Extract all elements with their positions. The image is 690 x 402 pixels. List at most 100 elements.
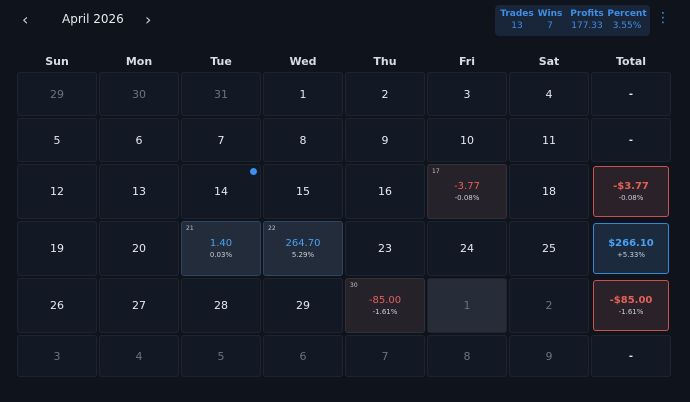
day-cell[interactable]: 5: [181, 335, 261, 377]
day-number: 3: [53, 349, 61, 363]
day-number: 28: [214, 299, 228, 312]
day-number: 31: [214, 87, 228, 101]
day-number: 24: [460, 242, 474, 255]
day-number: 23: [378, 242, 392, 255]
weekday-header: Sat: [538, 55, 560, 68]
day-number: 7: [217, 133, 225, 147]
day-number: 9: [545, 349, 553, 363]
day-number: 25: [542, 242, 556, 255]
day-percent: 5.29%: [291, 251, 315, 259]
total-pnl: -$85.00: [609, 295, 653, 306]
day-cell[interactable]: 15: [263, 164, 343, 219]
day-cell[interactable]: 30: [99, 72, 179, 116]
day-number: 5: [53, 133, 61, 147]
day-cell[interactable]: 20: [99, 221, 179, 276]
day-cell[interactable]: 8: [427, 335, 507, 377]
day-number: 30: [350, 282, 358, 289]
next-month[interactable]: ›: [145, 10, 152, 29]
day-cell[interactable]: 17 -3.77 -0.08%: [427, 164, 507, 219]
day-number: 10: [460, 133, 474, 147]
day-cell[interactable]: 7: [181, 118, 261, 162]
day-cell[interactable]: 9: [345, 118, 425, 162]
day-cell[interactable]: 8: [263, 118, 343, 162]
day-pnl: -85.00: [368, 295, 402, 306]
day-cell[interactable]: 6: [263, 335, 343, 377]
day-number: 8: [299, 133, 307, 147]
day-cell[interactable]: 1: [427, 278, 507, 333]
day-number: 8: [463, 349, 471, 363]
weekday-header: Fri: [458, 55, 475, 68]
day-number: 18: [542, 185, 556, 198]
week-total: -: [591, 118, 671, 162]
day-cell[interactable]: 30 -85.00 -1.61%: [345, 278, 425, 333]
weekday-header: Total: [615, 55, 647, 68]
weekday-header: Tue: [210, 55, 232, 68]
day-cell[interactable]: 2: [345, 72, 425, 116]
day-cell[interactable]: 28: [181, 278, 261, 333]
day-cell[interactable]: 11: [509, 118, 589, 162]
day-cell[interactable]: 4: [99, 335, 179, 377]
day-cell[interactable]: 4: [509, 72, 589, 116]
day-cell[interactable]: 2: [509, 278, 589, 333]
day-number: 15: [296, 185, 310, 198]
day-cell[interactable]: 3: [17, 335, 97, 377]
day-cell[interactable]: 5: [17, 118, 97, 162]
total-pnl: -$3.77: [613, 181, 649, 192]
day-cell[interactable]: 12: [17, 164, 97, 219]
day-number: 4: [135, 349, 143, 363]
weekday-header: Sun: [45, 55, 69, 68]
day-number: 16: [378, 185, 392, 198]
week-total: -$3.77 -0.08%: [593, 166, 669, 217]
day-cell[interactable]: 9: [509, 335, 589, 377]
stat-value: 7: [547, 21, 553, 31]
day-cell[interactable]: 14: [181, 164, 261, 219]
day-cell[interactable]: 13: [99, 164, 179, 219]
week-total: -$85.00 -1.61%: [593, 280, 669, 331]
day-cell[interactable]: 22 264.70 5.29%: [263, 221, 343, 276]
day-cell[interactable]: 6: [99, 118, 179, 162]
day-cell[interactable]: 31: [181, 72, 261, 116]
stat-label: Trades: [500, 9, 534, 19]
day-cell[interactable]: 25: [509, 221, 589, 276]
weekday-header: Mon: [125, 55, 153, 68]
day-number: 17: [432, 168, 440, 175]
stat-value: 177.33: [571, 21, 603, 31]
day-number: 30: [132, 87, 146, 101]
day-cell[interactable]: 23: [345, 221, 425, 276]
day-number: 21: [186, 225, 194, 232]
day-cell[interactable]: 7: [345, 335, 425, 377]
day-number: 26: [50, 299, 64, 312]
stat: Percent 3.55%: [607, 8, 647, 32]
day-number: 20: [132, 242, 146, 255]
day-cell[interactable]: 3: [427, 72, 507, 116]
day-number: 4: [545, 87, 553, 101]
prev-month[interactable]: ‹: [22, 10, 29, 29]
day-cell[interactable]: 16: [345, 164, 425, 219]
day-pnl: 264.70: [285, 238, 321, 249]
day-number: 13: [132, 185, 146, 198]
week-total: -: [591, 335, 671, 377]
stat: Wins 7: [533, 8, 567, 32]
day-cell[interactable]: 24: [427, 221, 507, 276]
week-total: -: [591, 72, 671, 116]
day-cell[interactable]: 21 1.40 0.03%: [181, 221, 261, 276]
total-percent: -1.61%: [618, 308, 644, 316]
day-number: 1: [463, 299, 471, 312]
day-cell[interactable]: 10: [427, 118, 507, 162]
day-cell[interactable]: 29: [17, 72, 97, 116]
day-cell[interactable]: 18: [509, 164, 589, 219]
day-number: 2: [545, 299, 553, 312]
stat: Profits 177.33: [567, 8, 607, 32]
day-cell[interactable]: 19: [17, 221, 97, 276]
day-cell[interactable]: 29: [263, 278, 343, 333]
weekday-header: Wed: [289, 55, 317, 68]
day-cell[interactable]: 26: [17, 278, 97, 333]
day-number: 2: [381, 87, 389, 101]
stat-value: 13: [511, 21, 523, 31]
menu-button[interactable]: ⋮: [656, 10, 670, 26]
day-cell[interactable]: 27: [99, 278, 179, 333]
total-pnl: $266.10: [608, 238, 654, 249]
day-cell[interactable]: 1: [263, 72, 343, 116]
stat-label: Wins: [537, 9, 563, 19]
